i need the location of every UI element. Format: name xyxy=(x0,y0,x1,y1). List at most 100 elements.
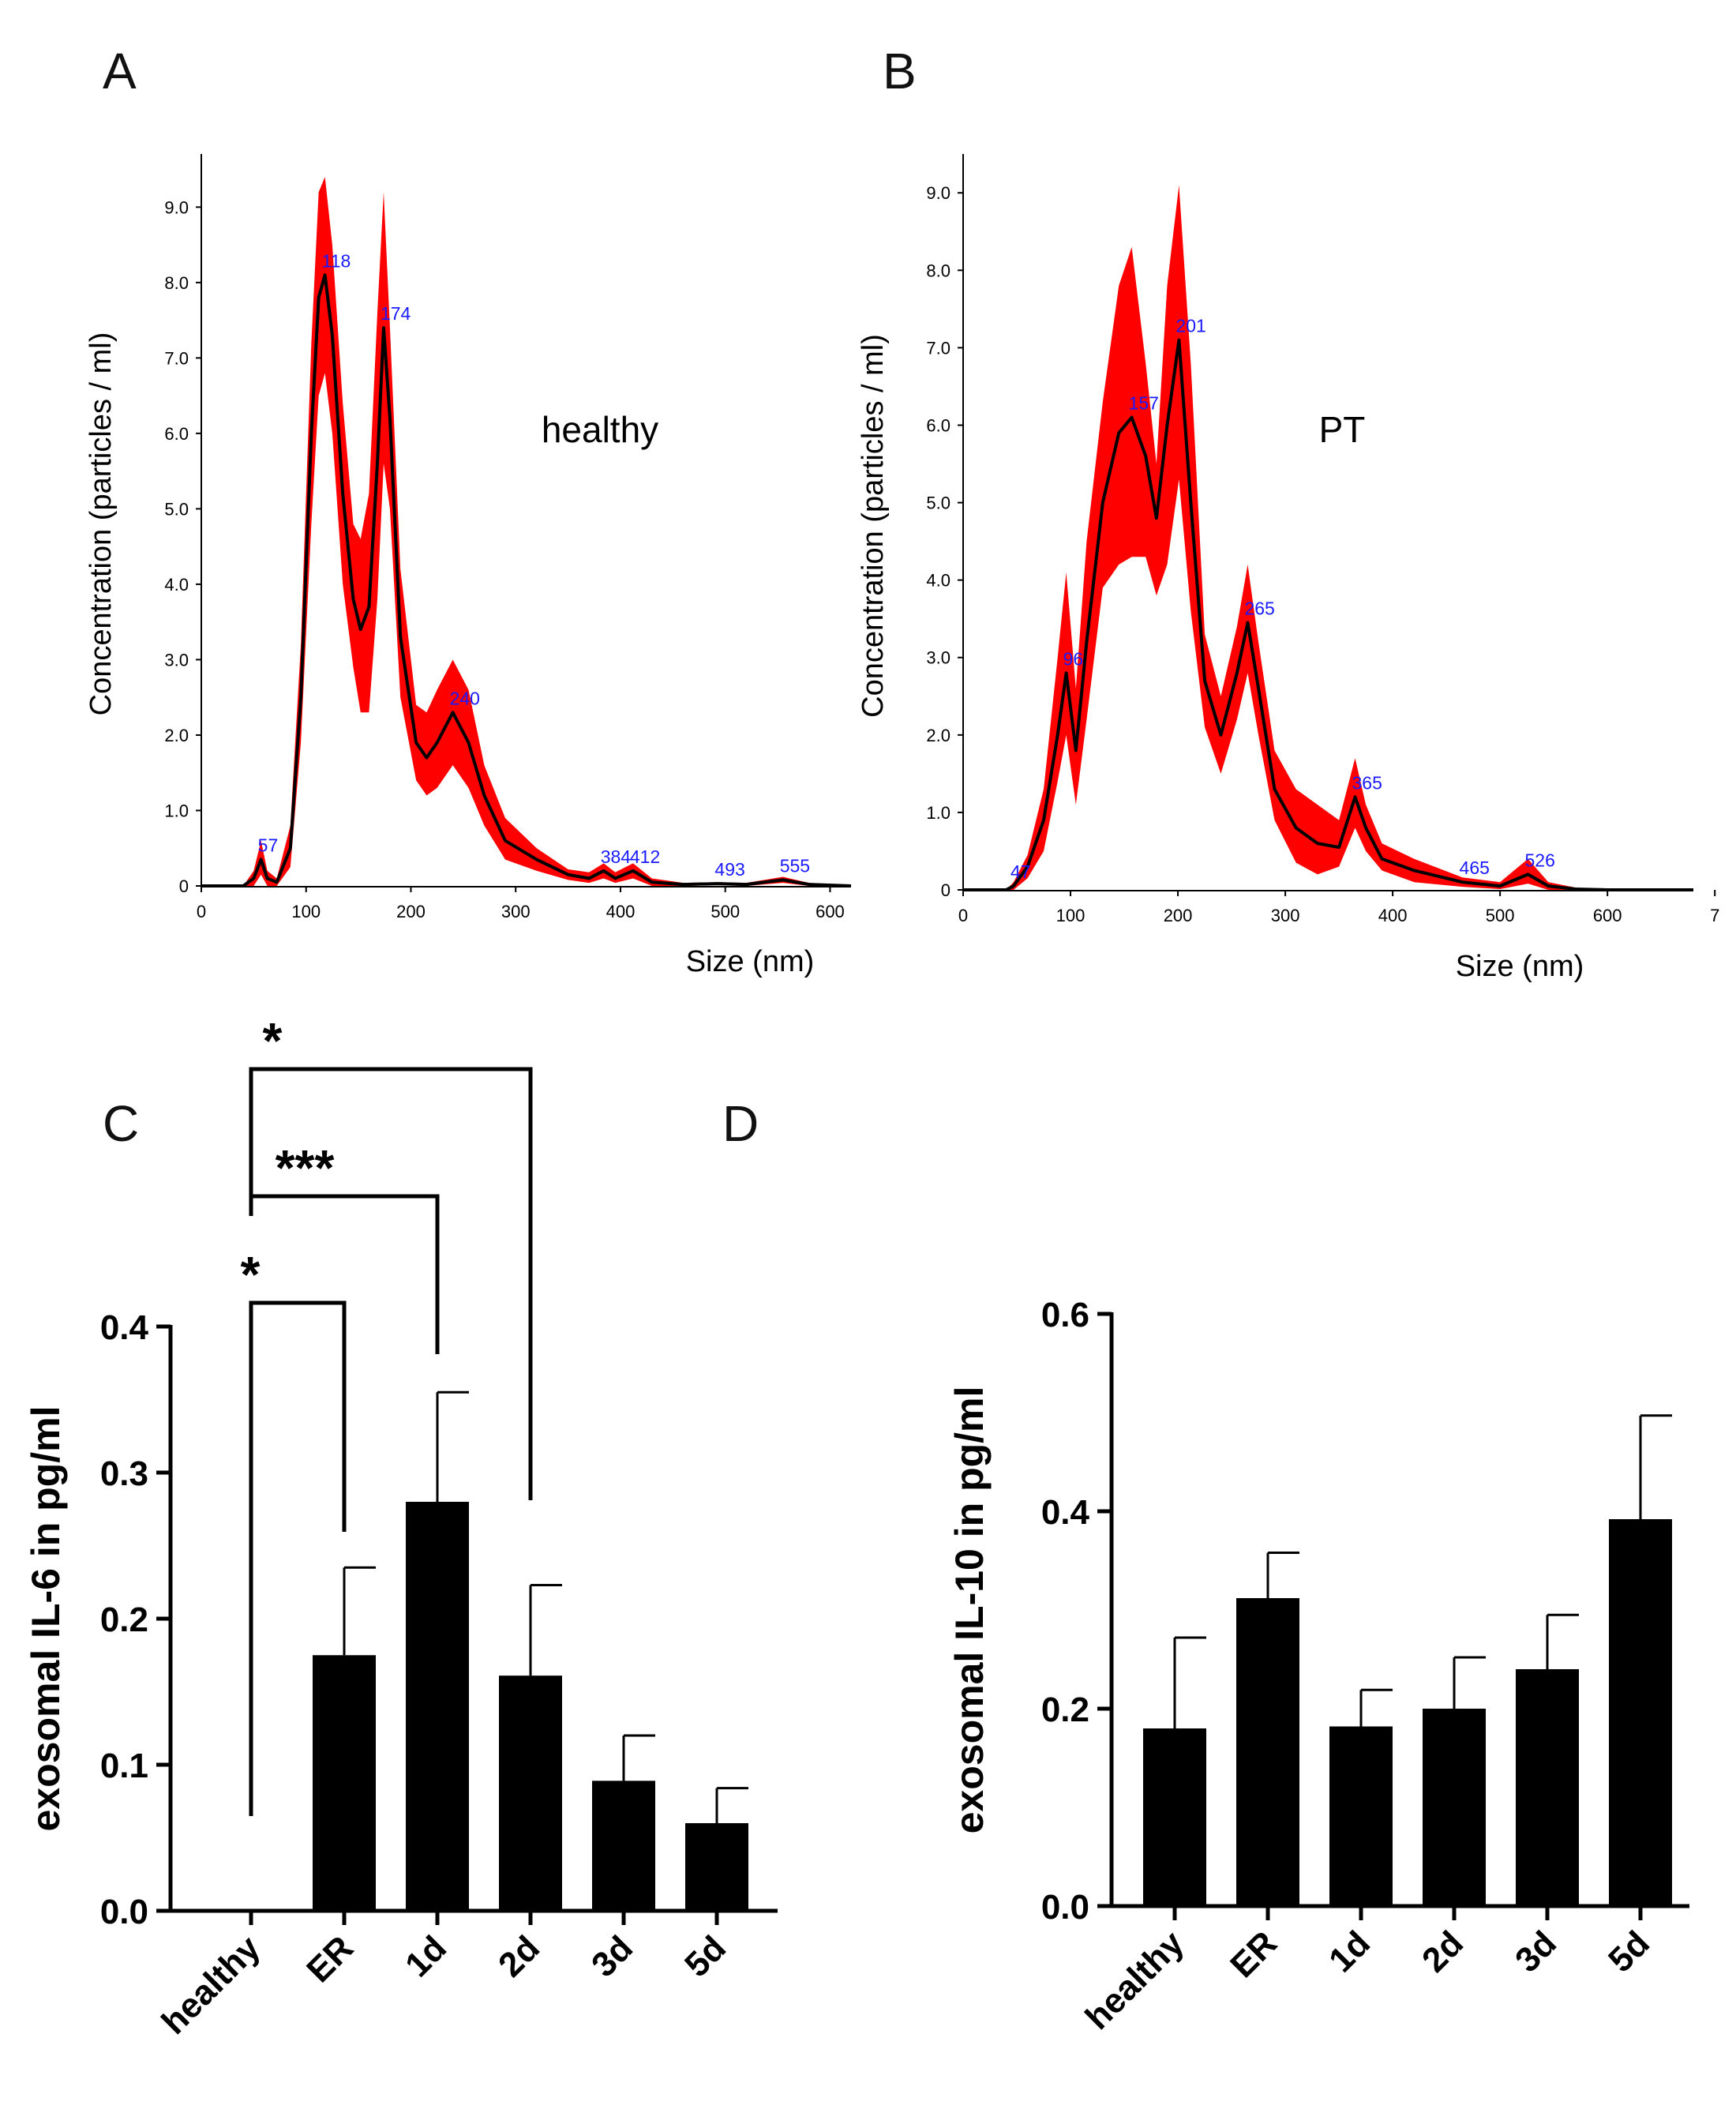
y-tick-label: 0.0 xyxy=(100,1893,148,1931)
y-tick-label: 8.0 xyxy=(926,261,950,280)
bar-chart-il10: 0.0 0.2 0.4 0.6 healthy ER 1d 2d 3d 5d exosomal IL… xyxy=(947,1296,1689,2037)
y-tick-label: 5.0 xyxy=(926,493,950,513)
significance-bracket xyxy=(249,1067,533,1500)
x-axis-title: Size (nm) xyxy=(1456,950,1584,983)
y-axis-title: Concentration (particles / ml) xyxy=(84,332,118,716)
bar-chart-il6: 0.0 0.1 0.2 0.3 0.4 healthy ER 1d 2d 3d 5d exosomal… xyxy=(24,1012,778,2042)
peak-label: 47 xyxy=(1010,861,1031,882)
x-tick-label: 500 xyxy=(711,902,740,921)
panel-label-b: B xyxy=(883,43,917,99)
x-tick-label: 600 xyxy=(1593,906,1622,925)
category-label: 3d xyxy=(584,1928,640,1984)
sample-annotation: healthy xyxy=(542,409,658,450)
peak-label: 265 xyxy=(1244,599,1274,619)
y-tick-label: 9.0 xyxy=(926,183,950,203)
category-label: 2d xyxy=(1415,1923,1471,1980)
error-band xyxy=(201,177,851,886)
category-label: 1d xyxy=(398,1928,454,1984)
x-tick-label: 7 xyxy=(1710,906,1719,925)
category-label: ER xyxy=(299,1928,361,1990)
bar xyxy=(406,1502,469,1911)
y-tick-label: 7.0 xyxy=(164,348,189,368)
x-tick-label: 400 xyxy=(1378,906,1408,925)
peak-label: 201 xyxy=(1175,316,1205,336)
bar xyxy=(1236,1598,1299,1906)
bar xyxy=(1329,1726,1393,1906)
y-tick-label: 0 xyxy=(941,880,950,900)
y-axis-title: exosomal IL-10 in pg/ml xyxy=(947,1387,992,1834)
peak-label: 465 xyxy=(1460,857,1490,878)
bar xyxy=(1143,1728,1206,1906)
x-tick-label: 500 xyxy=(1486,906,1515,925)
x-tick-label: 100 xyxy=(291,902,321,921)
x-tick-label: 0 xyxy=(958,906,968,925)
y-tick-label: 3.0 xyxy=(164,650,189,670)
y-tick-label: 0.1 xyxy=(100,1747,148,1785)
x-tick-label: 600 xyxy=(816,902,845,921)
bar xyxy=(1423,1709,1486,1906)
panel-label-c: C xyxy=(103,1095,139,1152)
y-tick-label: 1.0 xyxy=(926,803,950,823)
category-label: ER xyxy=(1223,1923,1284,1985)
peak-label: 240 xyxy=(450,688,480,708)
significance-stars: * xyxy=(241,1246,261,1303)
y-tick-label: 2.0 xyxy=(164,726,189,745)
peak-label: 96 xyxy=(1063,648,1084,669)
bar xyxy=(313,1655,376,1911)
category-label: healthy xyxy=(154,1928,268,2042)
peak-label: 384 xyxy=(601,846,632,867)
significance-stars: *** xyxy=(276,1139,335,1196)
peak-label: 174 xyxy=(381,303,411,324)
y-tick-label: 0.0 xyxy=(1041,1888,1089,1927)
y-axis-title: exosomal IL-6 in pg/ml xyxy=(24,1406,68,1832)
y-tick-label: 5.0 xyxy=(164,499,189,519)
y-tick-label: 6.0 xyxy=(926,415,950,435)
category-label: healthy xyxy=(1078,1923,1191,2037)
y-tick-label: 2.0 xyxy=(926,726,950,745)
bar xyxy=(592,1781,655,1911)
nta-chart-pt: 0 1.0 2.0 3.0 4.0 5.0 6.0 7.0 8.0 9.0 0 100 200 300 40… xyxy=(857,154,1719,983)
x-tick-label: 300 xyxy=(501,902,531,921)
peak-label: 157 xyxy=(1129,393,1159,414)
category-label: 5d xyxy=(677,1928,733,1984)
y-tick-label: 3.0 xyxy=(926,648,950,668)
panel-label-d: D xyxy=(722,1095,759,1152)
mean-line xyxy=(963,338,1693,891)
peak-label: 493 xyxy=(714,859,744,880)
y-tick-label: 0.4 xyxy=(1041,1493,1090,1532)
y-tick-label: 0 xyxy=(179,876,189,896)
sample-annotation: PT xyxy=(1319,409,1366,450)
y-tick-label: 4.0 xyxy=(926,571,950,591)
x-axis-title: Size (nm) xyxy=(686,945,815,978)
y-tick-label: 0.4 xyxy=(100,1308,149,1347)
error-band xyxy=(963,185,1693,890)
nta-chart-healthy: 0 1.0 2.0 3.0 4.0 5.0 6.0 7.0 8.0 9.0 0 100 200 300 40… xyxy=(84,154,852,978)
y-tick-label: 0.6 xyxy=(1041,1296,1089,1334)
x-tick-label: 200 xyxy=(1164,906,1193,925)
x-tick-label: 100 xyxy=(1056,906,1085,925)
y-tick-label: 6.0 xyxy=(164,424,189,444)
x-tick-label: 200 xyxy=(396,902,426,921)
peak-label: 118 xyxy=(322,250,351,271)
bar xyxy=(1609,1519,1672,1906)
mean-line xyxy=(201,273,852,888)
category-label: 5d xyxy=(1601,1923,1657,1980)
y-tick-label: 0.2 xyxy=(100,1601,148,1639)
bar xyxy=(1516,1669,1579,1906)
x-tick-label: 300 xyxy=(1271,906,1300,925)
peak-label: 412 xyxy=(630,846,660,867)
peak-label: 57 xyxy=(258,835,279,856)
category-label: 1d xyxy=(1322,1923,1378,1980)
panel-label-a: A xyxy=(103,43,137,99)
y-tick-label: 7.0 xyxy=(926,338,950,358)
peak-label: 526 xyxy=(1525,850,1555,870)
bar xyxy=(685,1823,748,1911)
y-tick-label: 0.3 xyxy=(100,1454,148,1493)
bar xyxy=(499,1676,562,1911)
category-label: 2d xyxy=(491,1928,547,1984)
significance-stars: * xyxy=(263,1012,283,1069)
peak-label: 365 xyxy=(1352,772,1382,793)
significance-bracket xyxy=(249,1300,347,1816)
y-tick-label: 4.0 xyxy=(164,575,189,595)
